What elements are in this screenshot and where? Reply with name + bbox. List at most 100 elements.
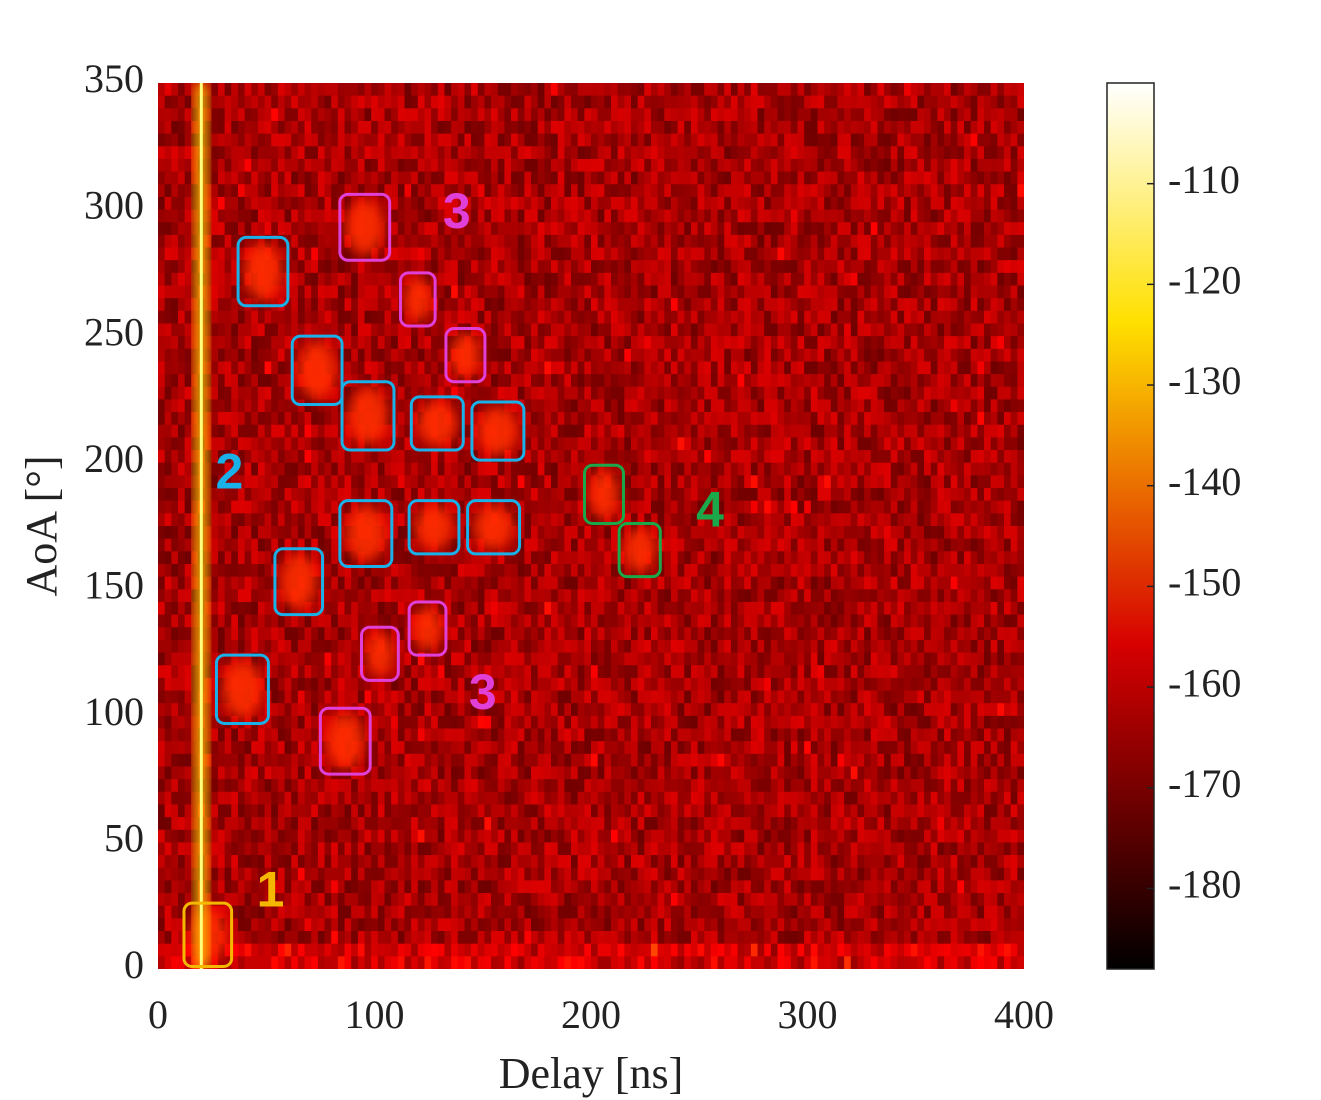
heatmap-cell [710, 184, 719, 198]
heatmap-cell [457, 146, 466, 160]
heatmap-cell [810, 348, 819, 363]
heatmap-cell [950, 247, 958, 261]
heatmap-cell [477, 209, 486, 223]
heatmap-cell [790, 412, 799, 426]
heatmap-cell [337, 323, 346, 337]
heatmap-cell [331, 500, 339, 514]
heatmap-cell [344, 247, 352, 261]
heatmap-cell [564, 551, 572, 565]
heatmap-cell [950, 83, 958, 97]
heatmap-cell [830, 526, 839, 540]
heatmap-cell [451, 500, 459, 514]
heatmap-cell [557, 260, 565, 274]
heatmap-cell [790, 462, 799, 476]
heatmap-cell [251, 133, 259, 147]
heatmap-cell [764, 260, 772, 274]
heatmap-cell [944, 184, 952, 198]
heatmap-cell [984, 538, 992, 552]
heatmap-cell [1004, 475, 1012, 489]
heatmap-cell [277, 234, 286, 249]
heatmap-cell [717, 247, 725, 261]
heatmap-cell [884, 399, 892, 413]
heatmap-cell [291, 108, 299, 122]
heatmap-cell [630, 171, 639, 185]
heatmap-cell [1017, 272, 1024, 287]
heatmap-cell [844, 120, 852, 135]
heatmap-cell [158, 310, 166, 325]
heatmap-cell [984, 526, 992, 540]
heatmap-cell [451, 298, 459, 312]
heatmap-cell [351, 475, 359, 489]
heatmap-cell [857, 272, 865, 287]
heatmap-cell [617, 272, 625, 287]
heatmap-cell [957, 538, 965, 552]
heatmap-cell [217, 310, 226, 325]
heatmap-cell [477, 488, 486, 502]
heatmap-cell [804, 475, 812, 489]
heatmap-cell [770, 475, 779, 489]
heatmap-cell [264, 462, 272, 476]
heatmap-cell [830, 336, 839, 350]
heatmap-cell [997, 234, 1005, 249]
heatmap-cell [1010, 361, 1018, 375]
heatmap-cell [784, 513, 792, 527]
heatmap-cell [331, 272, 339, 287]
heatmap-cell [724, 146, 732, 160]
heatmap-cell [730, 475, 739, 489]
heatmap-cell [357, 133, 366, 147]
heatmap-cell [531, 95, 539, 109]
heatmap-cell [697, 184, 705, 198]
heatmap-cell [997, 500, 1005, 514]
heatmap-cell [204, 538, 212, 552]
heatmap-cell [857, 374, 865, 388]
heatmap-cell [770, 412, 779, 426]
heatmap-cell [804, 551, 812, 565]
heatmap-cell [610, 234, 619, 249]
heatmap-cell [697, 146, 705, 160]
heatmap-cell [457, 437, 466, 451]
heatmap-cell [304, 310, 312, 325]
heatmap-cell [397, 108, 406, 122]
heatmap-cell [337, 108, 346, 122]
heatmap-cell [664, 120, 672, 135]
heatmap-cell [750, 146, 759, 160]
heatmap-cell [844, 513, 852, 527]
heatmap-cell [557, 488, 565, 502]
heatmap-cell [777, 184, 785, 198]
heatmap-cell [797, 348, 805, 363]
heatmap-cell [544, 323, 552, 337]
heatmap-cell [584, 298, 592, 312]
heatmap-cell [977, 475, 985, 489]
heatmap-cell [171, 108, 179, 122]
heatmap-cell [171, 120, 179, 135]
heatmap-cell [364, 133, 372, 147]
heatmap-cell [284, 83, 292, 97]
heatmap-cell [531, 171, 539, 185]
heatmap-cell [504, 386, 512, 401]
heatmap-cell [837, 298, 845, 312]
heatmap-cell [184, 412, 192, 426]
heatmap-cell [391, 120, 399, 135]
heatmap-cell [704, 500, 712, 514]
heatmap-cell [591, 260, 599, 274]
heatmap-cell [757, 462, 765, 476]
heatmap-cell [524, 247, 532, 261]
heatmap-cell [677, 272, 685, 287]
heatmap-cell [757, 247, 765, 261]
heatmap-cell [531, 234, 539, 249]
heatmap-cell [451, 551, 459, 565]
heatmap-cell [830, 450, 839, 464]
heatmap-cell [750, 361, 759, 375]
heatmap-cell [970, 551, 978, 565]
heatmap-cell [997, 133, 1005, 147]
heatmap-cell [251, 323, 259, 337]
heatmap-cell [984, 361, 992, 375]
heatmap-cell [517, 488, 525, 502]
heatmap-cell [724, 272, 732, 287]
heatmap-cell [377, 158, 386, 173]
heatmap-cell [610, 158, 619, 173]
heatmap-cell [317, 133, 326, 147]
heatmap-cell [604, 348, 612, 363]
heatmap-cell [604, 83, 612, 97]
heatmap-cell [484, 83, 492, 97]
